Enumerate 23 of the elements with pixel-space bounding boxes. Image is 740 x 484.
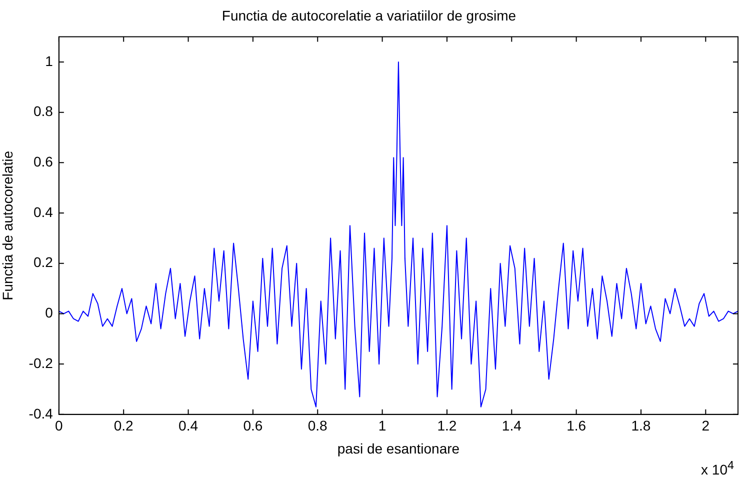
x-tick-label: 2	[702, 418, 710, 434]
chart-title: Functia de autocorelatie a variatiilor de grosime	[222, 7, 516, 24]
x-tick-label: 0.6	[243, 418, 263, 434]
y-tick-label: 0.6	[33, 154, 54, 170]
y-tick-label: 0	[45, 304, 54, 321]
y-tick-label: 0.2	[33, 254, 54, 270]
x-tick-label: 1	[378, 418, 386, 434]
y-tick-label: 0.4	[33, 204, 54, 220]
y-axis-title: Functia de autocorelatie	[0, 150, 16, 300]
y-tick-label: -0.2	[28, 354, 54, 371]
x-tick-label: 1.6	[566, 418, 586, 434]
x-tick-label: 1.2	[437, 418, 457, 434]
y-tick-label: 0.8	[33, 103, 54, 120]
x-tick-label: 0.4	[178, 418, 198, 434]
x-axis-title: pasi de esantionare	[337, 440, 460, 456]
x-tick-label: 0.2	[114, 418, 134, 434]
y-tick-label: -0.4	[28, 405, 54, 422]
y-tick-label: 1	[45, 52, 54, 69]
x-tick-label: 0	[55, 418, 64, 434]
text: x 10$^{4}$	[701, 459, 734, 478]
x-tick-label: 1.8	[631, 418, 651, 434]
x-tick-label: 0.8	[308, 418, 328, 434]
x-tick-label: 1.4	[502, 418, 522, 434]
